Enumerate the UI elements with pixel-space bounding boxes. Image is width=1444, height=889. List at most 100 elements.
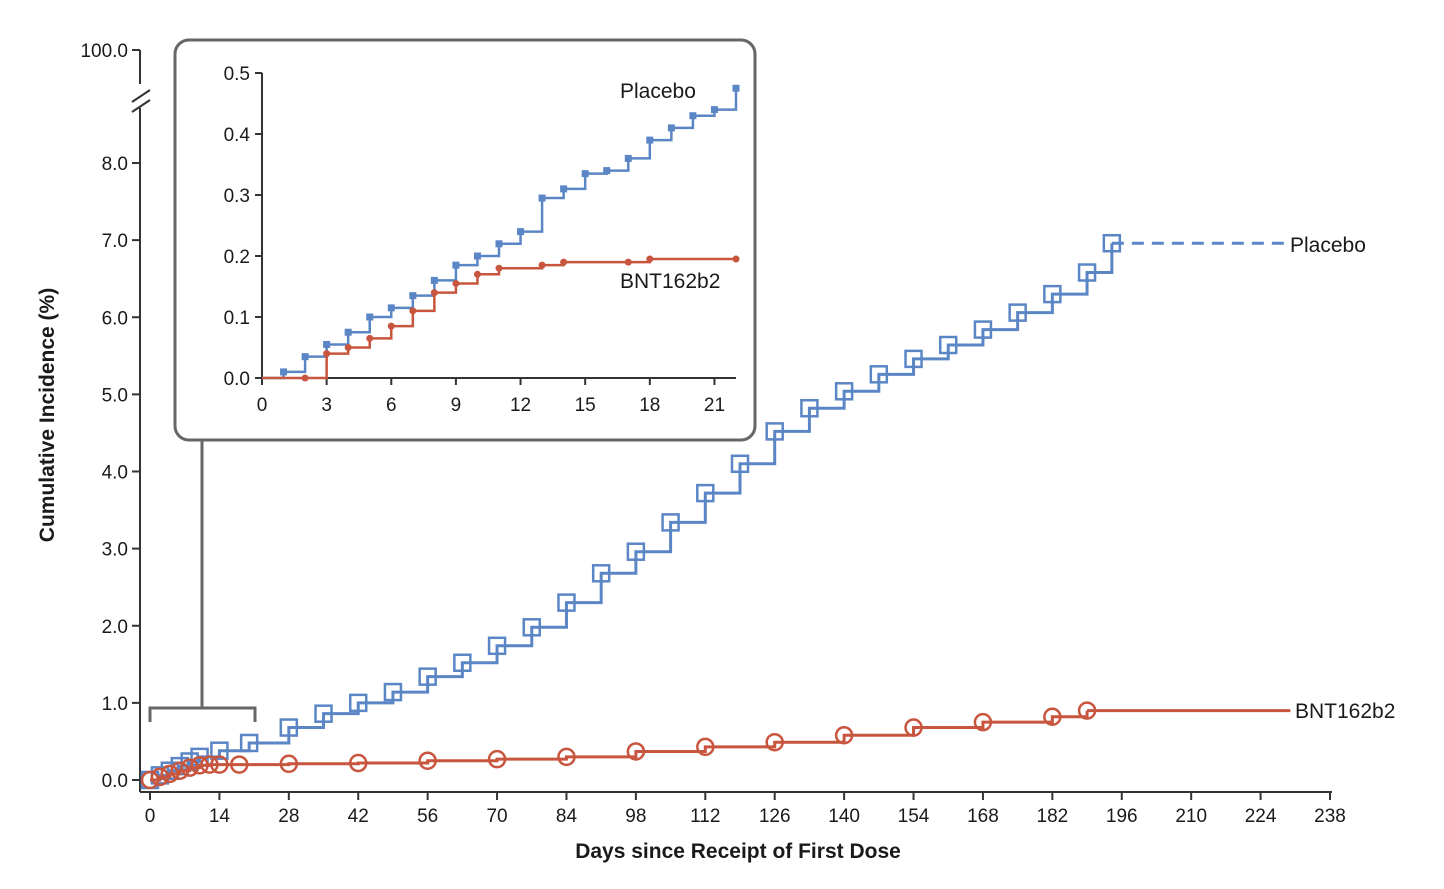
- inset-data-point: [667, 124, 675, 132]
- inset-data-point: [301, 374, 309, 382]
- inset-data-point: [409, 292, 417, 300]
- axis-break-mark: [131, 89, 151, 103]
- inset-x-tick-label: 18: [639, 395, 660, 416]
- inset-data-point: [409, 307, 417, 315]
- inset-data-point: [366, 334, 374, 342]
- data-point: [800, 399, 819, 418]
- inset-data-point: [473, 270, 481, 278]
- data-point: [557, 593, 576, 612]
- y-tick-label: 1.0: [102, 694, 128, 715]
- inset-label-placebo: Placebo: [620, 80, 696, 103]
- inset-data-point: [323, 340, 331, 348]
- inset-data-point: [581, 170, 589, 178]
- inset-data-point: [710, 106, 718, 114]
- inset-x-tick-label: 9: [451, 395, 462, 416]
- inset-data-point: [689, 112, 697, 120]
- inset-x-tick-label: 21: [704, 395, 725, 416]
- data-point: [938, 335, 958, 355]
- x-tick-label: 56: [417, 806, 438, 827]
- inset-data-point: [538, 194, 546, 202]
- data-point: [314, 704, 333, 723]
- data-point: [160, 764, 180, 784]
- series-bnt162b2: [140, 701, 1291, 790]
- data-point: [418, 667, 437, 686]
- x-tick-label: 84: [556, 806, 578, 827]
- data-point: [904, 349, 923, 369]
- data-point: [210, 755, 229, 774]
- inset-data-point: [344, 344, 352, 351]
- inset-data-point: [452, 279, 460, 287]
- data-point: [418, 751, 437, 770]
- x-tick-label: 70: [486, 806, 507, 827]
- inset-data-point: [323, 350, 331, 358]
- axis-break-mark: [131, 99, 151, 113]
- x-tick-label: 182: [1037, 806, 1069, 827]
- inset-data-point: [430, 276, 438, 284]
- x-tick-label: 98: [625, 806, 646, 827]
- inset-y-tick-label: 0.5: [224, 64, 250, 85]
- data-point: [1043, 284, 1062, 304]
- inset-x-tick-label: 3: [321, 395, 332, 416]
- data-point: [348, 693, 368, 713]
- data-point: [557, 747, 576, 767]
- data-point: [1008, 303, 1027, 322]
- inset-data-point: [624, 258, 632, 266]
- data-point: [180, 758, 199, 777]
- data-point: [170, 761, 189, 780]
- x-tick-label: 42: [348, 806, 369, 827]
- inset-label-bnt162b2: BNT162b2: [620, 270, 720, 293]
- data-point: [487, 749, 507, 769]
- data-point: [279, 718, 299, 737]
- data-point: [973, 320, 993, 339]
- data-point: [973, 712, 993, 732]
- data-point: [279, 754, 299, 774]
- x-tick-label: 28: [278, 806, 299, 827]
- x-tick-label: 168: [967, 806, 999, 827]
- main-series: [140, 233, 1291, 790]
- y-axis-title: Cumulative Incidence (%): [36, 288, 59, 542]
- inset-data-point: [732, 255, 740, 263]
- inset-frame: [173, 38, 757, 442]
- inset-data-point: [473, 252, 481, 260]
- inset-data-point: [344, 328, 352, 336]
- inset-x-tick-label: 15: [575, 395, 596, 416]
- inset-data-point: [452, 261, 460, 269]
- data-point: [210, 741, 229, 760]
- data-point: [190, 756, 209, 775]
- data-point: [229, 755, 249, 774]
- data-point: [904, 718, 923, 737]
- inset-y-tick-label: 0.2: [224, 247, 250, 268]
- inset-data-point: [387, 322, 395, 330]
- inset-x-tick-label: 6: [386, 395, 397, 416]
- inset-data-point: [646, 255, 654, 263]
- series-line: [150, 710, 1089, 782]
- data-point: [1043, 707, 1062, 727]
- data-point: [140, 770, 160, 790]
- series-label-bnt162b2: BNT162b2: [1295, 700, 1395, 723]
- inset-data-point: [495, 240, 503, 248]
- inset-series: [262, 84, 740, 382]
- y-tick-label: 8.0: [102, 154, 128, 175]
- data-point: [200, 755, 219, 774]
- inset-series-bnt162b2: [262, 255, 740, 382]
- x-tick-label: 112: [690, 806, 720, 827]
- data-point: [834, 382, 854, 401]
- x-tick-label: 126: [759, 806, 791, 827]
- inset-data-point: [280, 368, 288, 376]
- data-point: [487, 636, 507, 656]
- data-point: [661, 513, 680, 532]
- inset-data-point: [366, 313, 374, 321]
- x-tick-label: 224: [1245, 806, 1277, 827]
- x-tick-label: 14: [209, 806, 231, 827]
- data-point: [696, 737, 715, 757]
- data-point: [730, 454, 750, 474]
- y-tick-label: 3.0: [102, 540, 128, 561]
- inset-data-point: [517, 228, 525, 236]
- series-label-placebo: Placebo: [1290, 234, 1366, 257]
- data-point: [869, 365, 889, 384]
- data-point: [626, 542, 646, 561]
- inset-y-tick-label: 0.4: [224, 125, 251, 146]
- y-tick-label: 0.0: [102, 771, 128, 792]
- inset-y-tick-label: 0.3: [224, 186, 250, 207]
- x-axis-title: Days since Receipt of First Dose: [575, 840, 901, 863]
